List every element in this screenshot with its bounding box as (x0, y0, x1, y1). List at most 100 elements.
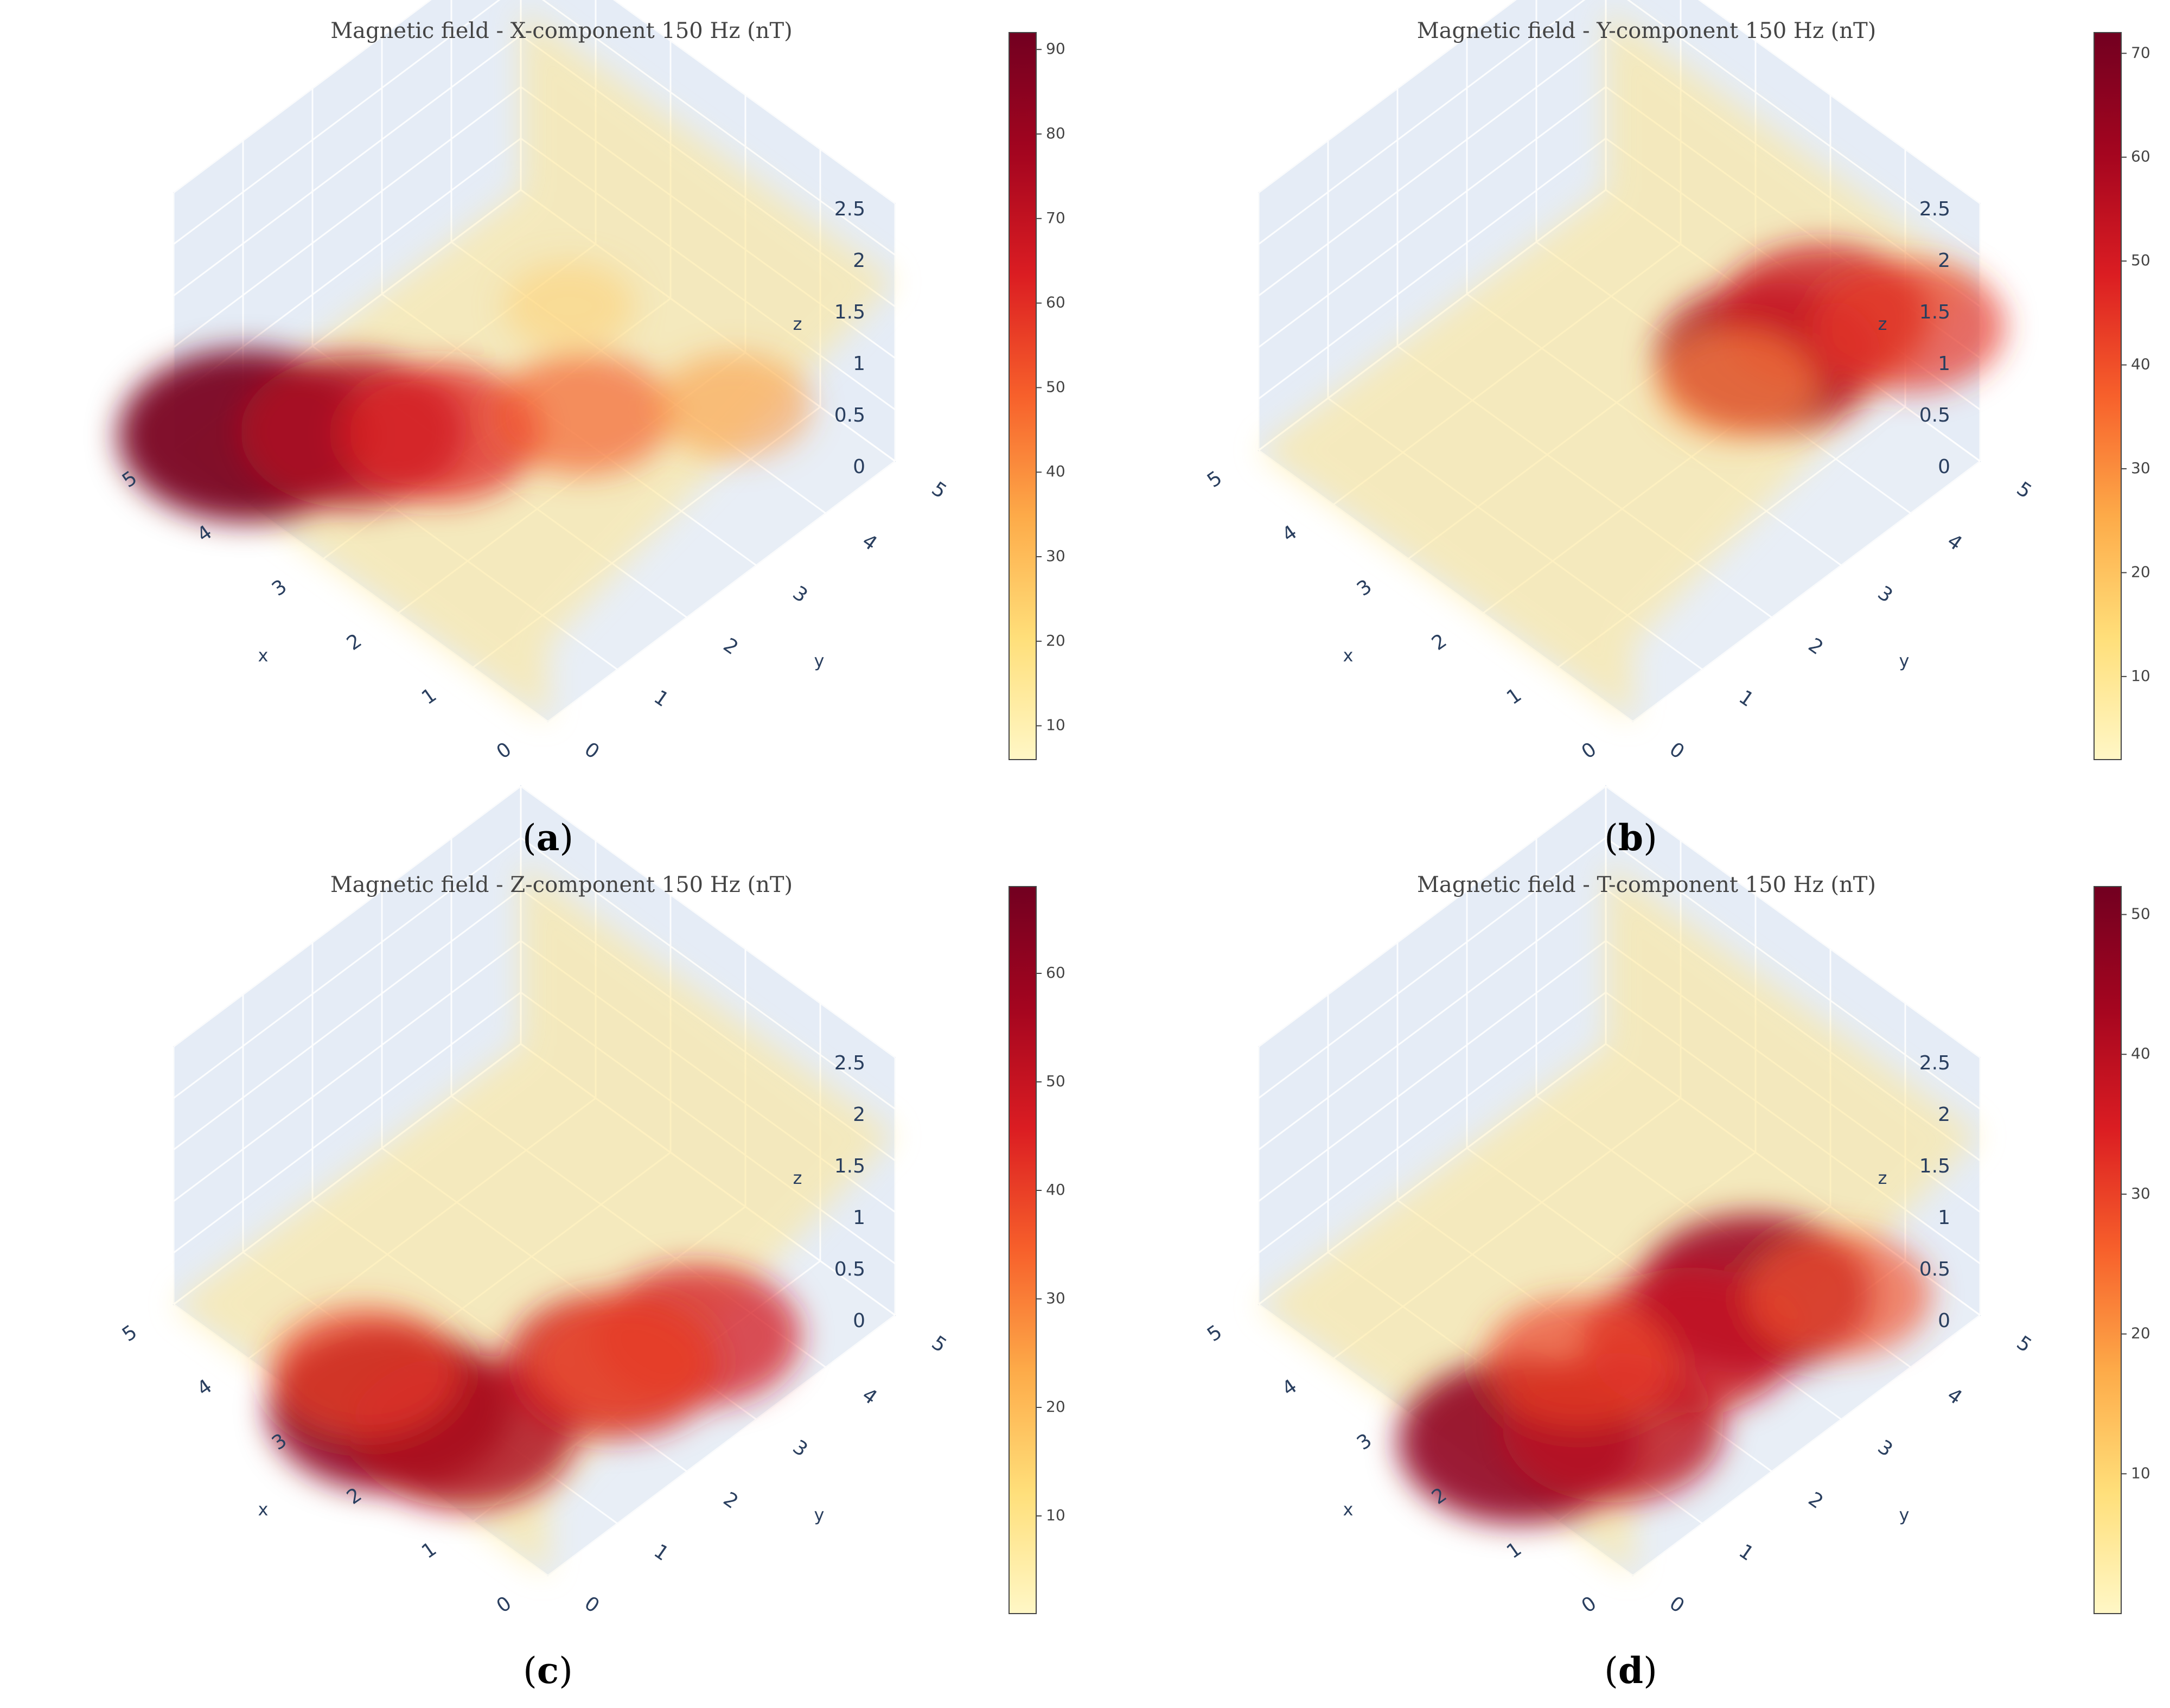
caption-b: (b) (1604, 817, 1657, 859)
gridline (173, 86, 521, 348)
x-tick-label: 5 (1203, 1321, 1226, 1346)
z-tick-label: 1 (853, 353, 865, 375)
y-tick-label: 3 (789, 1436, 812, 1461)
z-axis-title: z (1878, 1168, 1887, 1188)
y-tick-label: 5 (2013, 1331, 2035, 1357)
colorbar-tick-label: 30 (2131, 459, 2150, 477)
gridline (1258, 0, 1586, 245)
z-tick-label: 2 (853, 250, 865, 272)
hotspot (494, 353, 672, 475)
z-axis-title: z (793, 314, 802, 334)
hotspot (1485, 1298, 1674, 1427)
gridline (1258, 86, 1606, 348)
gridline (1258, 34, 1606, 297)
gridline (1605, 837, 1981, 1110)
caption-a: (a) (522, 817, 574, 859)
y-tick-label: 2 (719, 1488, 742, 1513)
gridline (1258, 991, 1606, 1254)
y-tick-label: 4 (858, 1384, 881, 1409)
gridline (520, 785, 896, 1059)
colorbar-tick-label: 10 (1046, 1506, 1065, 1524)
y-tick-label: 4 (1943, 1384, 1966, 1409)
y-tick-label: 1 (1735, 1540, 1758, 1565)
hotspot-group (1397, 1214, 1931, 1524)
colorbar-tick-label: 20 (2131, 1324, 2150, 1342)
y-tick-label: 4 (858, 530, 881, 555)
caption-c: (c) (523, 1649, 573, 1692)
gridline (173, 0, 432, 194)
gridline (173, 34, 521, 297)
x-tick-label: 0 (493, 1592, 515, 1617)
x-axis-title: x (258, 645, 269, 666)
colorbar-tick-label: 70 (2131, 43, 2150, 61)
y-tick-label: 5 (2013, 477, 2035, 503)
z-tick-label: 2.5 (834, 1052, 865, 1074)
x-axis-title: x (258, 1499, 269, 1520)
y-tick-label: 0 (1665, 1592, 1688, 1617)
x-tick-label: 2 (1428, 629, 1451, 655)
y-tick-label: 0 (580, 738, 603, 763)
z-tick-label: 0.5 (1919, 1258, 1950, 1280)
z-tick-label: 2 (1938, 1104, 1950, 1126)
chart-panel-a: 0 1 2 3 4 5 0 1 2 3 4 5 0 0.5 1 1.5 2 2.5 x y z Magnetic fiel… (0, 0, 1085, 814)
gridline (547, 460, 896, 723)
volume-haze-fill (1259, 9, 1980, 722)
caption-d: (d) (1604, 1649, 1657, 1692)
x-tick-label: 1 (418, 1538, 441, 1563)
z-tick-label: 1.5 (1919, 301, 1950, 323)
colorbar (2094, 886, 2122, 1614)
hotspot (270, 1307, 460, 1436)
gridline (520, 837, 896, 1110)
z-tick-label: 1.5 (1919, 1155, 1950, 1177)
z-tick-label: 1 (1938, 353, 1950, 375)
y-tick-label: 3 (789, 582, 812, 607)
x-tick-label: 3 (268, 575, 291, 601)
z-tick-label: 2.5 (1919, 198, 1950, 220)
hotspot-group (1655, 244, 2005, 439)
z-tick-label: 2.5 (834, 198, 865, 220)
colorbar-tick-label: 90 (1046, 40, 1065, 58)
colorbar-tick-label: 50 (2131, 251, 2150, 269)
y-tick-label: 1 (650, 686, 673, 711)
y-tick-label: 0 (1665, 738, 1688, 763)
x-tick-label: 4 (193, 521, 216, 546)
colorbar-tick-label: 10 (2131, 1464, 2150, 1482)
x-tick-label: 0 (1578, 1592, 1600, 1617)
x-tick-label: 2 (343, 629, 366, 655)
y-axis-title: y (814, 1505, 825, 1525)
colorbar-tick-label: 50 (1046, 1072, 1065, 1090)
colorbar-tick-label: 20 (2131, 563, 2150, 581)
hotspot (1812, 260, 2005, 392)
colorbar (2094, 32, 2122, 760)
x-tick-label: 4 (1278, 521, 1301, 546)
gridline (1626, 0, 1981, 256)
y-tick-label: 4 (1943, 530, 1966, 555)
chart-panel-c: 0 1 2 3 4 5 0 1 2 3 4 5 0 0.5 1 1.5 2 2.5 x y z Magnetic fiel… (0, 785, 1085, 1668)
gridline (1258, 837, 1606, 1099)
colorbar (1009, 886, 1037, 1614)
hotspot (503, 261, 635, 351)
colorbar-tick-label: 60 (1046, 294, 1065, 311)
gridline (612, 0, 896, 205)
x-tick-label: 1 (1503, 1538, 1526, 1563)
y-axis-title: y (1899, 1505, 1910, 1525)
colorbar-tick-label: 50 (2131, 905, 2150, 923)
gridline (1258, 0, 1517, 194)
z-tick-label: 0.5 (834, 404, 865, 426)
x-tick-label: 5 (118, 1321, 141, 1346)
colorbar-tick-label: 30 (1046, 547, 1065, 565)
y-tick-label: 1 (1735, 686, 1758, 711)
z-tick-label: 0 (1938, 1310, 1950, 1332)
gridline (173, 837, 521, 1099)
colorbar-tick-label: 40 (1046, 462, 1065, 480)
colorbar-tick-label: 70 (1046, 209, 1065, 227)
hotspot (656, 353, 812, 459)
y-tick-label: 3 (1874, 582, 1897, 607)
x-tick-label: 1 (1503, 684, 1526, 709)
colorbar-tick-label: 10 (1046, 716, 1065, 734)
chart-panel-b: 0 1 2 3 4 5 0 1 2 3 4 5 0 0.5 1 1.5 2 2.5 x y z Magnetic fiel… (1085, 0, 2170, 814)
z-tick-label: 0 (1938, 456, 1950, 478)
